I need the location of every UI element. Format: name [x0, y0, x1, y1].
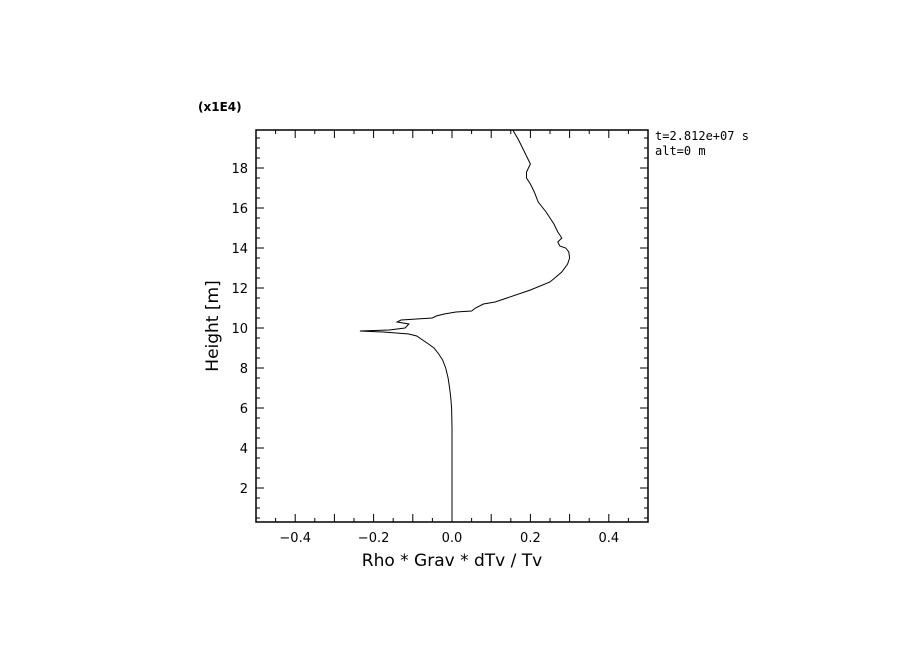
- x-tick-label: −0.4: [279, 531, 311, 546]
- y-tick-label: 18: [231, 162, 248, 177]
- y-tick-label: 6: [240, 402, 248, 417]
- annotation-alt: alt=0 m: [655, 144, 706, 158]
- y-tick-label: 10: [231, 322, 248, 337]
- x-tick-label: −0.2: [358, 531, 390, 546]
- y-axis-title: Height [m]: [203, 280, 223, 371]
- x-axis-title: Rho * Grav * dTv / Tv: [362, 551, 542, 571]
- x-tick-label: 0.2: [520, 531, 541, 546]
- y-tick-label: 4: [240, 442, 248, 457]
- y-multiplier-label: (x1E4): [198, 100, 242, 114]
- x-axis: −0.4 −0.2 0.0 0.2 0.4: [255, 130, 649, 546]
- y-tick-label: 16: [231, 202, 248, 217]
- y-tick-label: 12: [231, 282, 248, 297]
- y-tick-label: 8: [240, 362, 248, 377]
- annotation-time: t=2.812e+07 s: [655, 129, 749, 143]
- y-tick-label: 14: [231, 242, 248, 257]
- x-tick-label: 0.0: [442, 531, 463, 546]
- y-axis: 2 4 6 8 10 12 14 16 18: [231, 137, 648, 519]
- x-tick-label: 0.4: [598, 531, 619, 546]
- y-tick-label: 2: [240, 482, 248, 497]
- series-line: [359, 129, 571, 522]
